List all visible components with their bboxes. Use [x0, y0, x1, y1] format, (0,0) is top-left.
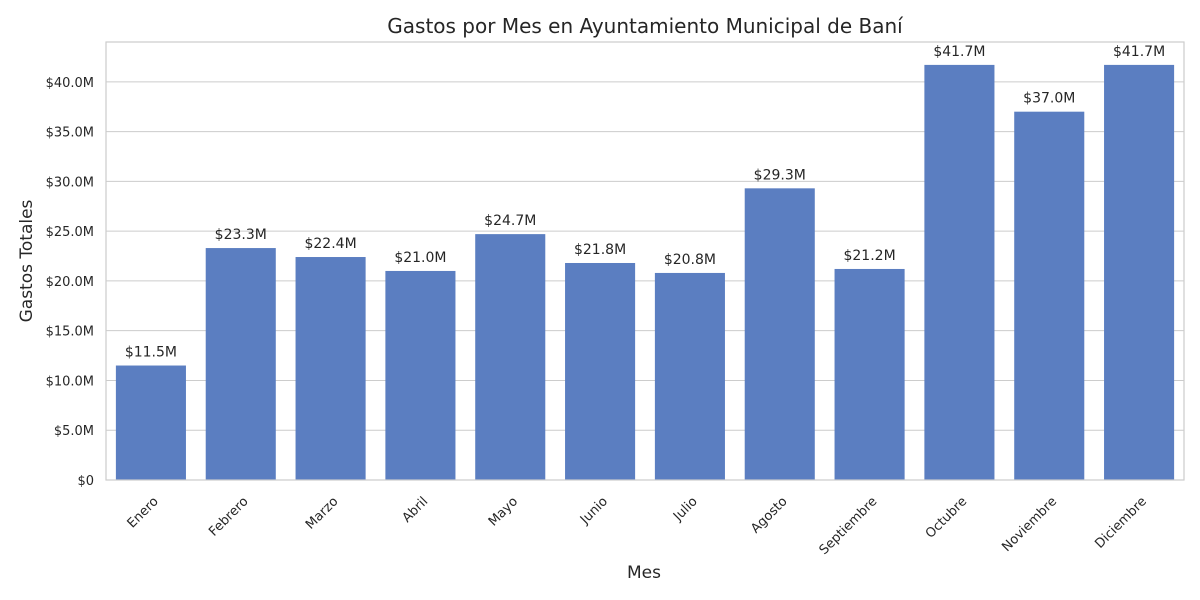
x-tick-label: Julio — [670, 494, 701, 525]
y-tick-label: $25.0M — [46, 225, 94, 240]
x-tick-label: Agosto — [748, 494, 790, 536]
y-tick-label: $35.0M — [46, 126, 94, 141]
x-tick-label: Septiembre — [817, 494, 881, 558]
data-label: $41.7M — [933, 44, 985, 60]
x-tick-label: Enero — [125, 494, 162, 531]
data-label: $22.4M — [304, 236, 356, 252]
data-label: $21.0M — [394, 250, 446, 266]
x-tick-label: Febrero — [206, 494, 251, 539]
bar-junio — [565, 262, 636, 480]
bar-diciembre — [1104, 64, 1175, 481]
x-tick-label: Noviembre — [999, 494, 1060, 555]
data-label: $21.8M — [574, 242, 626, 258]
bar-enero — [115, 365, 186, 480]
bar-febrero — [205, 248, 276, 480]
bar-septiembre — [834, 268, 905, 480]
y-tick-label: $10.0M — [46, 374, 94, 389]
y-tick-label: $20.0M — [46, 275, 94, 290]
y-tick-label: $15.0M — [46, 325, 94, 340]
y-tick-labels: $0 $5.0M $10.0M $15.0M $20.0M $25.0M $30.0M $35… — [46, 76, 94, 489]
y-tick-label: $40.0M — [46, 76, 94, 91]
x-tick-label: Marzo — [303, 494, 341, 532]
x-tick-label: Mayo — [486, 494, 521, 529]
x-tick-labels: Enero Febrero Marzo Abril Mayo Junio Julio Agos… — [125, 494, 1150, 558]
chart-title: Gastos por Mes en Ayuntamiento Municipal… — [387, 14, 904, 38]
x-tick-label: Diciembre — [1092, 494, 1150, 552]
grid-lines — [106, 81, 1184, 481]
data-label: $24.7M — [484, 213, 536, 229]
data-label: $41.7M — [1113, 44, 1165, 60]
y-tick-label: $30.0M — [46, 175, 94, 190]
data-label: $11.5M — [125, 345, 177, 361]
bar-marzo — [295, 257, 366, 480]
bars — [115, 64, 1175, 481]
bar-noviembre — [1014, 111, 1085, 480]
bar-mayo — [475, 234, 546, 480]
y-tick-label: $0 — [77, 474, 94, 489]
bar-octubre — [924, 64, 995, 481]
x-tick-label: Abril — [400, 494, 432, 526]
data-label: $21.2M — [843, 248, 895, 264]
bar-julio — [654, 272, 725, 480]
y-axis-title: Gastos Totales — [17, 199, 37, 322]
x-tick-label: Junio — [577, 494, 611, 528]
bar-abril — [385, 270, 456, 480]
data-label: $23.3M — [215, 227, 267, 243]
y-tick-label: $5.0M — [54, 424, 94, 439]
data-label: $29.3M — [754, 167, 806, 183]
data-labels: $11.5M $23.3M $22.4M $21.0M $24.7M $21.8M $20.… — [125, 44, 1165, 361]
x-axis-title: Mes — [627, 563, 661, 583]
plot-frame — [105, 41, 1185, 481]
data-label: $37.0M — [1023, 91, 1075, 107]
data-label: $20.8M — [664, 252, 716, 268]
bar-agosto — [744, 188, 815, 480]
x-tick-label: Octubre — [923, 494, 970, 541]
